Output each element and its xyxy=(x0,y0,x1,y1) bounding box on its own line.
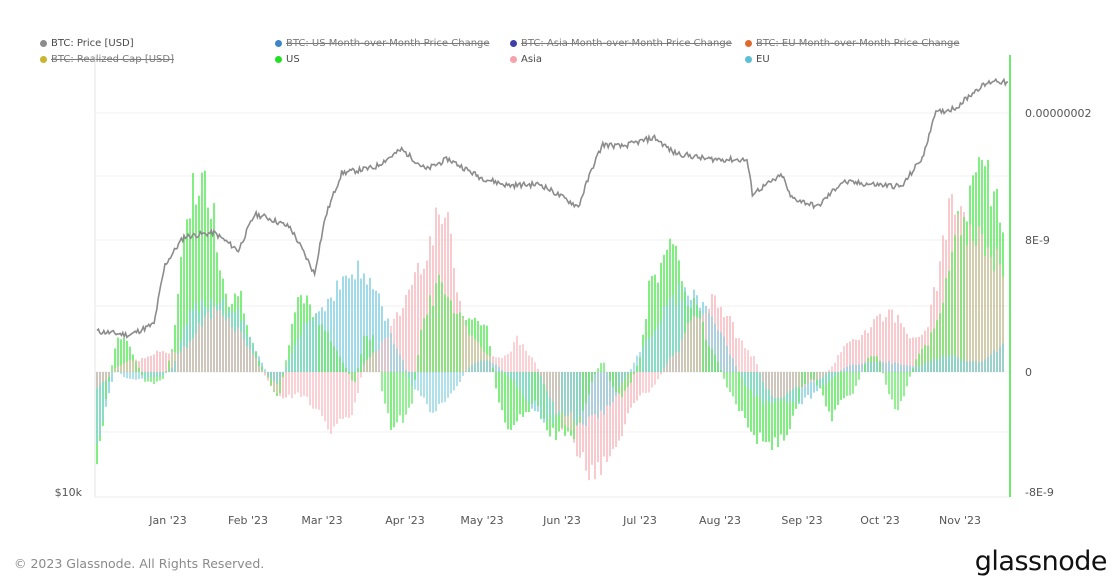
glassnode-logo[interactable]: glassnode xyxy=(974,546,1108,577)
legend-label: EU xyxy=(756,54,770,65)
x-tick-label: Jun '23 xyxy=(542,514,581,527)
legend-item-realized-cap[interactable]: BTC: Realized Cap [USD] xyxy=(40,54,174,65)
legend-label: Asia xyxy=(521,54,542,65)
legend-dot-icon xyxy=(275,40,282,47)
legend-item-asia[interactable]: Asia xyxy=(510,54,542,65)
right-tick-label: 0 xyxy=(1025,366,1032,379)
x-tick-label: Apr '23 xyxy=(385,514,425,527)
x-tick-label: Feb '23 xyxy=(228,514,268,527)
legend-label: BTC: US Month-over-Month Price Change xyxy=(286,38,490,49)
x-tick-label: Jan '23 xyxy=(148,514,186,527)
legend-dot-icon xyxy=(745,40,752,47)
legend-item-us-mom[interactable]: BTC: US Month-over-Month Price Change xyxy=(275,38,490,49)
left-tick-label: $10k xyxy=(55,486,83,499)
x-axis-ticks: Jan '23 Feb '23 Mar '23 Apr '23 May '23 Jun '… xyxy=(148,514,981,527)
price-line xyxy=(96,77,1009,339)
legend-item-btc-price[interactable]: BTC: Price [USD] xyxy=(40,38,134,49)
copyright-text: © 2023 Glassnode. All Rights Reserved. xyxy=(14,556,265,571)
legend-label: BTC: Realized Cap [USD] xyxy=(51,54,174,65)
x-tick-label: Sep '23 xyxy=(781,514,822,527)
legend-label: BTC: Asia Month-over-Month Price Change xyxy=(521,38,732,49)
legend-dot-icon xyxy=(745,56,752,63)
legend-item-eu[interactable]: EU xyxy=(745,54,770,65)
x-tick-label: Jul '23 xyxy=(622,514,657,527)
right-tick-label: -8E-9 xyxy=(1025,486,1054,499)
legend-dot-icon xyxy=(510,40,517,47)
legend-item-asia-mom[interactable]: BTC: Asia Month-over-Month Price Change xyxy=(510,38,732,49)
legend-dot-icon xyxy=(275,56,282,63)
left-axis-ticks: $10k xyxy=(55,486,83,499)
bar-series xyxy=(96,157,1004,481)
legend-dot-icon xyxy=(510,56,517,63)
legend-label: BTC: EU Month-over-Month Price Change xyxy=(756,38,960,49)
legend-label: BTC: Price [USD] xyxy=(51,38,134,49)
x-tick-label: Oct '23 xyxy=(860,514,900,527)
x-tick-label: Aug '23 xyxy=(699,514,741,527)
legend-item-us[interactable]: US xyxy=(275,54,300,65)
legend-dot-icon xyxy=(40,56,47,63)
right-tick-label: 0.00000002 xyxy=(1025,107,1091,120)
x-tick-label: Mar '23 xyxy=(301,514,342,527)
x-tick-label: Nov '23 xyxy=(939,514,981,527)
right-axis-ticks: 0.00000002 8E-9 0 -8E-9 xyxy=(1025,107,1091,499)
x-tick-label: May '23 xyxy=(460,514,503,527)
right-tick-label: 8E-9 xyxy=(1025,234,1050,247)
legend-label: US xyxy=(286,54,300,65)
legend-item-eu-mom[interactable]: BTC: EU Month-over-Month Price Change xyxy=(745,38,960,49)
legend-dot-icon xyxy=(40,40,47,47)
